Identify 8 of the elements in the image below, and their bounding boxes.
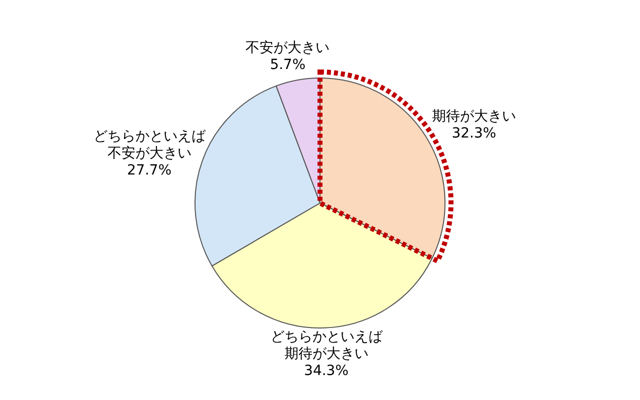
slice-label: 期待が大きい <box>432 108 516 124</box>
data-label: 27.7% <box>127 162 172 179</box>
slice-label: どちらかといえば期待が大きい <box>270 328 384 362</box>
data-label: 34.3% <box>304 362 349 379</box>
slice-label: 不安が大きい <box>246 40 330 56</box>
data-label: 32.3% <box>452 125 496 142</box>
data-label: 5.7% <box>270 56 306 73</box>
slice-label: どちらかといえば不安が大きい <box>93 128 206 162</box>
